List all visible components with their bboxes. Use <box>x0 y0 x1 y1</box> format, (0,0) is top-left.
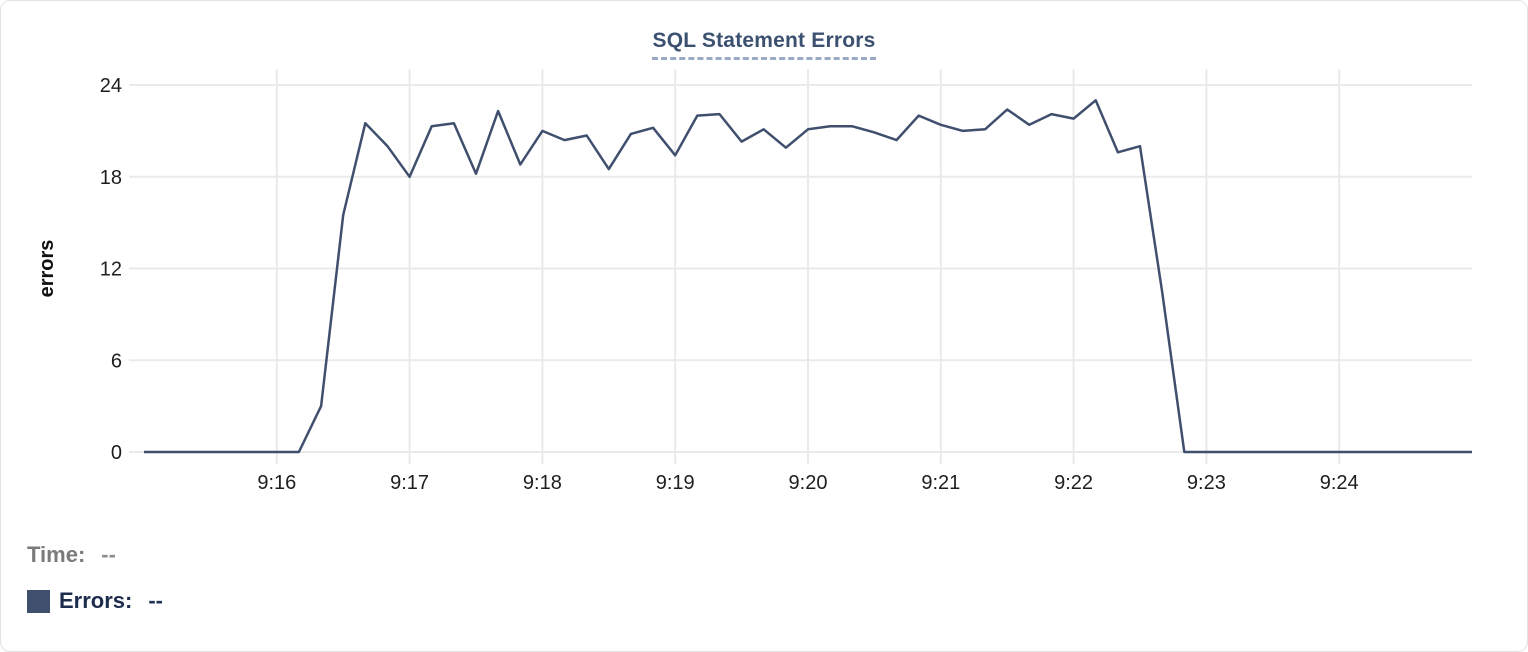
x-tick-label: 9:22 <box>1054 472 1093 494</box>
legend-errors-label: Errors: <box>59 588 133 613</box>
chart-legend: Time: -- Errors: -- <box>27 541 163 633</box>
x-tick-label: 9:23 <box>1187 472 1226 494</box>
y-tick-label: 24 <box>100 75 122 97</box>
x-tick-label: 9:24 <box>1320 472 1359 494</box>
errors-series-line <box>144 99 1472 454</box>
y-axis-title: errors <box>36 240 58 298</box>
x-tick-label: 9:17 <box>390 472 429 494</box>
chart-title[interactable]: SQL Statement Errors <box>652 29 876 60</box>
x-tick-label: 9:16 <box>257 472 296 494</box>
axis-tick-labels: 0 6 12 18 24 9:16 9:17 9:18 9:19 9:20 9:21 9:22 9:23… <box>100 75 1359 494</box>
y-tick-label: 12 <box>100 259 122 281</box>
y-tick-label: 18 <box>100 167 122 189</box>
x-tick-label: 9:19 <box>656 472 695 494</box>
legend-time-value: -- <box>101 542 116 567</box>
legend-time-label: Time: <box>27 542 86 567</box>
errors-series-swatch <box>27 589 50 613</box>
legend-errors-row: Errors: -- <box>27 587 163 615</box>
legend-errors-value: -- <box>148 588 164 613</box>
errors-line-chart[interactable]: 0 6 12 18 24 9:16 9:17 9:18 9:19 9:20 9:21 9:22 9:23… <box>1 1 1528 511</box>
x-tick-label: 9:20 <box>789 472 828 494</box>
y-tick-label: 0 <box>111 442 122 464</box>
x-tick-label: 9:18 <box>523 472 562 494</box>
legend-time-row: Time: -- <box>27 541 163 569</box>
x-tick-label: 9:21 <box>921 472 960 494</box>
chart-title-wrap: SQL Statement Errors <box>1 29 1527 60</box>
y-tick-label: 6 <box>111 350 122 372</box>
chart-grid <box>129 69 1472 464</box>
